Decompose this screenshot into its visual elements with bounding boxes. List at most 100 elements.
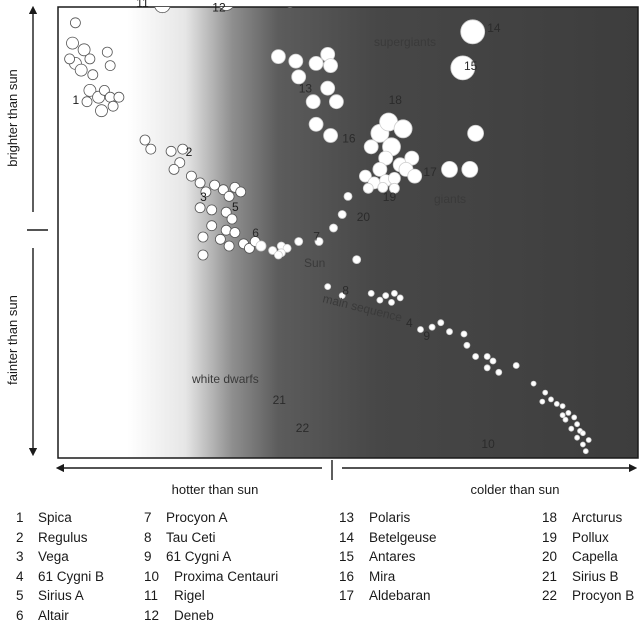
legend-item-number: 6 <box>16 607 24 623</box>
region-label-sun: Sun <box>304 256 325 270</box>
star-number-label-19: 19 <box>383 190 397 204</box>
star-point <box>571 414 578 421</box>
star-point <box>99 85 110 96</box>
star-point <box>450 55 476 81</box>
legend-item-name: Antares <box>369 549 416 564</box>
star-number-label-21: 21 <box>273 393 287 407</box>
legend-item-number: 12 <box>144 607 160 623</box>
star-point <box>390 289 398 297</box>
star-number-label-7: 7 <box>313 230 320 244</box>
star-point <box>585 437 592 443</box>
star-point <box>467 124 485 142</box>
star-point <box>428 323 436 331</box>
star-point <box>483 353 491 360</box>
star-number-label-10: 10 <box>481 437 495 451</box>
legend-item-number: 8 <box>144 529 152 545</box>
star-point <box>417 326 424 333</box>
star-point <box>177 143 189 155</box>
star-point <box>352 255 362 265</box>
star-number-label-6: 6 <box>252 226 259 240</box>
legend-item: 10 Proxima Centauri <box>144 567 278 587</box>
star-point <box>308 56 324 71</box>
legend-item-name: Pollux <box>572 529 609 545</box>
star-point <box>377 181 389 193</box>
legend-item: 3 Vega <box>16 547 104 567</box>
legend-item: 21 Sirius B <box>542 567 634 587</box>
star-point <box>282 243 292 253</box>
star-point <box>268 246 278 255</box>
star-point <box>461 160 479 178</box>
star-point <box>337 210 347 219</box>
star-point <box>168 163 180 175</box>
legend-item-number: 2 <box>16 529 24 545</box>
star-point <box>324 283 332 291</box>
star-point <box>308 116 324 132</box>
star-point <box>84 53 96 65</box>
star-point <box>83 84 97 97</box>
star-point <box>145 143 157 155</box>
legend-item: 18 Arcturus <box>542 508 634 528</box>
star-point <box>362 182 374 194</box>
star-point <box>64 53 75 65</box>
star-point <box>568 425 575 432</box>
legend-item-number: 10 <box>144 568 160 584</box>
star-point <box>372 161 388 177</box>
star-point <box>288 53 304 69</box>
star-point <box>101 46 113 58</box>
legend-column-1: 1 Spica 2 Regulus 3 Vega 4 61 Cygni B 5 Sirius A 6… <box>16 508 104 625</box>
star-point <box>580 441 586 448</box>
star-point <box>363 139 379 155</box>
star-point <box>74 63 88 77</box>
star-number-label-20: 20 <box>357 210 371 224</box>
star-point <box>539 398 546 405</box>
legend-column-2: 7 Procyon A 8 Tau Ceti 9 61 Cygni A 10 Proxima … <box>144 508 278 625</box>
y-axis-lower-label: fainter than sun <box>5 295 20 385</box>
star-point <box>235 186 247 198</box>
legend-item-name: Proxima Centauri <box>174 568 279 584</box>
x-axis-right-label: colder than sun <box>471 482 560 497</box>
star-point <box>113 91 125 103</box>
legend-item-number: 14 <box>339 529 355 545</box>
star-legend: 1 Spica 2 Regulus 3 Vega 4 61 Cygni B 5 Sirius A 6… <box>0 508 643 628</box>
star-point <box>243 242 255 254</box>
star-point <box>565 409 572 416</box>
star-number-label-12: 12 <box>212 1 226 15</box>
legend-item-name: Altair <box>38 607 69 623</box>
star-point <box>206 220 218 232</box>
star-point <box>229 227 241 238</box>
star-number-label-4: 4 <box>406 316 413 330</box>
star-point <box>209 179 221 191</box>
legend-item: 16 Mira <box>339 567 437 587</box>
legend-item-number: 20 <box>542 549 558 564</box>
star-number-label-16: 16 <box>342 131 356 145</box>
star-point <box>87 69 99 81</box>
star-point <box>226 213 238 225</box>
legend-item-name: 61 Cygni B <box>38 568 105 584</box>
star-point <box>559 412 566 419</box>
y-axis-upper-label: brighter than sun <box>5 69 20 167</box>
legend-item-name: Sirius A <box>38 588 84 603</box>
star-point <box>512 362 520 369</box>
star-point <box>270 49 286 64</box>
legend-item: 13 Polaris <box>339 508 437 528</box>
legend-item-name: Sirius B <box>572 568 619 584</box>
star-point <box>95 104 108 118</box>
legend-item-number: 3 <box>16 549 24 564</box>
star-point <box>483 364 491 372</box>
legend-item: 7 Procyon A <box>144 508 278 528</box>
star-point <box>305 94 321 110</box>
star-point <box>139 134 151 146</box>
star-point <box>255 240 267 252</box>
legend-item-name: Deneb <box>174 607 214 623</box>
legend-item: 4 61 Cygni B <box>16 567 104 587</box>
legend-item-name: Vega <box>38 549 69 564</box>
star-number-label-9: 9 <box>423 329 430 343</box>
legend-item-number: 22 <box>542 588 558 603</box>
legend-item-number: 15 <box>339 549 355 564</box>
legend-item-number: 5 <box>16 588 24 603</box>
legend-item-number: 1 <box>16 510 24 525</box>
star-point <box>77 43 91 57</box>
legend-item-name: Procyon A <box>166 510 228 525</box>
star-point <box>542 389 549 396</box>
